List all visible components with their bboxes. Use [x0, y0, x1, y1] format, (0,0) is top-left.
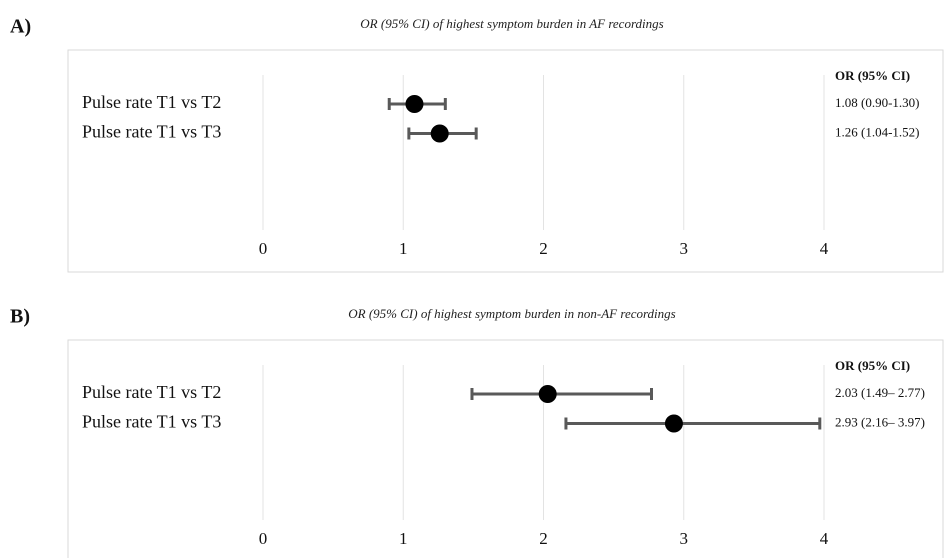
plot-frame [67, 339, 944, 558]
point-estimate [430, 124, 449, 143]
x-tick-label: 3 [680, 529, 689, 548]
x-tick-label: 2 [539, 529, 548, 548]
category-label: Pulse rate T1 vs T2 [82, 382, 221, 402]
x-tick-label: 0 [259, 239, 268, 258]
value-header: OR (95% CI) [835, 68, 910, 83]
panel: B) OR (95% CI) of highest symptom burden … [10, 306, 944, 558]
category-label: Pulse rate T1 vs T3 [82, 122, 221, 142]
x-tick-label: 1 [399, 239, 408, 258]
value-label: 2.93 (2.16– 3.97) [835, 414, 925, 429]
panel-label: A) [10, 16, 31, 38]
x-tick-label: 3 [680, 239, 689, 258]
value-label: 1.26 (1.04-1.52) [835, 124, 920, 139]
plot-frame [67, 49, 944, 273]
panel-label: B) [10, 306, 30, 328]
x-tick-label: 2 [539, 239, 548, 258]
chart-title: OR (95% CI) of highest symptom burden in… [360, 16, 663, 31]
x-tick-label: 4 [820, 239, 829, 258]
chart-title: OR (95% CI) of highest symptom burden in… [348, 306, 675, 321]
x-tick-label: 0 [259, 529, 268, 548]
value-header: OR (95% CI) [835, 358, 910, 373]
category-label: Pulse rate T1 vs T3 [82, 412, 221, 432]
x-tick-label: 4 [820, 529, 829, 548]
point-estimate [538, 385, 557, 403]
value-label: 2.03 (1.49– 2.77) [835, 385, 925, 400]
point-estimate [664, 414, 683, 433]
panel: A) OR (95% CI) of highest symptom burden … [10, 16, 944, 273]
x-tick-label: 1 [399, 529, 408, 548]
point-estimate [405, 95, 424, 113]
category-label: Pulse rate T1 vs T2 [82, 92, 221, 112]
value-label: 1.08 (0.90-1.30) [835, 95, 920, 110]
